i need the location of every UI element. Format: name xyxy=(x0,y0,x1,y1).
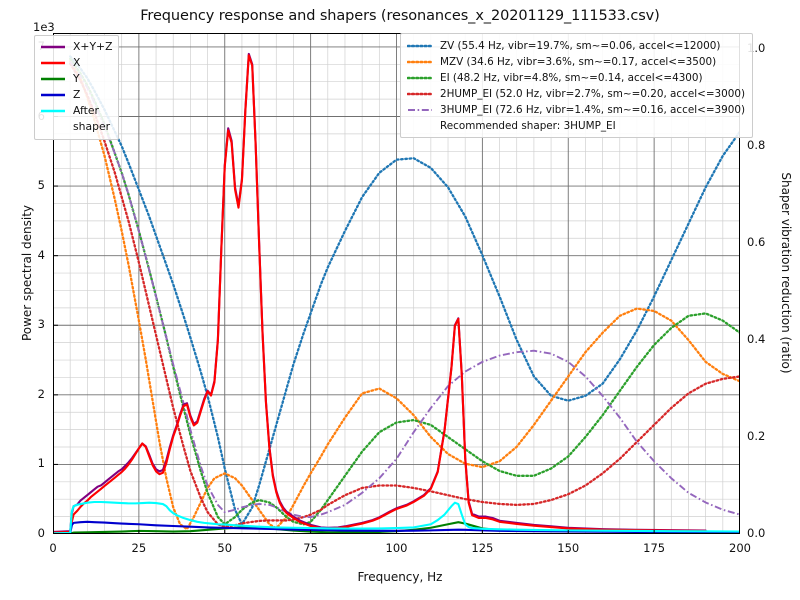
y-tick-label-left: 4 xyxy=(37,247,45,262)
y-tick-label-right: 0.2 xyxy=(747,429,766,444)
legend-line-sample xyxy=(40,89,66,101)
legend-label: Z xyxy=(73,88,81,101)
legend-line-sample xyxy=(407,56,433,68)
x-tick-label: 150 xyxy=(557,541,580,555)
psd-curve-z xyxy=(53,520,740,534)
shaper-legend-item-zv[interactable]: ZV (55.4 Hz, vibr=19.7%, sm~=0.06, accel… xyxy=(407,38,745,54)
y-tick-label-left: 2 xyxy=(37,386,45,401)
y-tick-label-right: 0.8 xyxy=(747,138,766,153)
x-tick-label: 200 xyxy=(729,541,751,555)
y-tick-label-right: 0.6 xyxy=(747,235,766,250)
chart-title: Frequency response and shapers (resonanc… xyxy=(140,8,660,24)
shaper-legend-item-2hump_ei[interactable]: 2HUMP_EI (52.0 Hz, vibr=2.7%, sm~=0.20, … xyxy=(407,86,745,102)
legend-line-sample xyxy=(407,72,433,84)
shaper-curve-zv xyxy=(69,55,740,526)
y-tick-label-right: 0.4 xyxy=(747,332,766,347)
shaper-legend-item-mzv[interactable]: MZV (34.6 Hz, vibr=3.6%, sm~=0.17, accel… xyxy=(407,54,745,70)
y-axis-exponent-label: 1e3 xyxy=(33,20,55,34)
psd-curves xyxy=(53,52,740,534)
psd-legend-item[interactable]: X xyxy=(40,55,112,71)
x-tick-label: 50 xyxy=(217,541,233,555)
y-tick-label-left: 0 xyxy=(37,526,45,540)
x-tick-label: 125 xyxy=(471,541,494,555)
legend-line-sample xyxy=(407,40,433,52)
psd-legend-item[interactable]: X+Y+Z xyxy=(40,39,112,55)
legend-label: After xyxy=(73,104,99,117)
shaper-legend-item-3hump_ei[interactable]: 3HUMP_EI (72.6 Hz, vibr=1.4%, sm~=0.16, … xyxy=(407,102,745,118)
psd-legend-item[interactable]: Z xyxy=(40,87,112,103)
legend-line-sample xyxy=(40,105,66,117)
y-axis-label-left: Power spectral density xyxy=(20,204,34,342)
y-tick-label-right: 0.0 xyxy=(747,526,766,540)
x-axis-label: Frequency, Hz xyxy=(357,570,443,584)
legend-label: MZV (34.6 Hz, vibr=3.6%, sm~=0.17, accel… xyxy=(440,56,717,68)
legend-line-sample xyxy=(407,88,433,100)
shaper-curve-mzv xyxy=(69,60,740,531)
x-tick-label: 100 xyxy=(385,541,408,555)
legend-label: shaper xyxy=(73,120,111,133)
legend-label: 2HUMP_EI (52.0 Hz, vibr=2.7%, sm~=0.20, … xyxy=(440,88,746,100)
x-tick-label: 175 xyxy=(643,541,666,555)
psd-curve-after-shaper xyxy=(53,500,740,534)
legend-line-sample xyxy=(40,73,66,85)
y-tick-label-left: 3 xyxy=(37,317,45,332)
legend-line-sample xyxy=(407,104,433,116)
legend-label: EI (48.2 Hz, vibr=4.8%, sm~=0.14, accel<… xyxy=(440,72,703,84)
legend-label: 3HUMP_EI (72.6 Hz, vibr=1.4%, sm~=0.16, … xyxy=(440,104,746,116)
plot-canvas xyxy=(53,33,740,534)
y-tick-label-left: 5 xyxy=(37,178,45,193)
legend-label: X+Y+Z xyxy=(73,40,113,53)
recommended-shaper-note: Recommended shaper: 3HUMP_EI xyxy=(407,118,745,133)
recommended-shaper-text: Recommended shaper: 3HUMP_EI xyxy=(440,119,616,132)
y-tick-label-left: 1 xyxy=(37,456,45,471)
psd-legend-item[interactable]: Y xyxy=(40,71,112,87)
shaper-legend[interactable]: ZV (55.4 Hz, vibr=19.7%, sm~=0.06, accel… xyxy=(400,33,754,138)
legend-line-sample xyxy=(40,41,66,53)
legend-line-sample xyxy=(40,57,66,69)
x-tick-label: 25 xyxy=(131,541,147,555)
legend-label: Y xyxy=(73,72,80,85)
psd-legend-item[interactable]: shaper xyxy=(40,119,112,135)
shaper-legend-item-ei[interactable]: EI (48.2 Hz, vibr=4.8%, sm~=0.14, accel<… xyxy=(407,70,745,86)
shaper-curve-3hump_ei xyxy=(69,60,740,518)
legend-label: X xyxy=(73,56,81,69)
major-gridlines xyxy=(53,33,740,534)
x-tick-label: 0 xyxy=(49,541,57,555)
psd-legend-item[interactable]: After xyxy=(40,103,112,119)
plot-area xyxy=(53,33,740,534)
x-tick-label: 75 xyxy=(303,541,318,555)
psd-curve-x xyxy=(53,54,707,534)
y-axis-label-right: Shaper vibration reduction (ratio) xyxy=(779,172,793,374)
legend-label: ZV (55.4 Hz, vibr=19.7%, sm~=0.06, accel… xyxy=(440,40,721,52)
legend-line-sample xyxy=(40,121,66,133)
psd-legend[interactable]: X+Y+Z X Y Z After shaper xyxy=(34,35,120,140)
